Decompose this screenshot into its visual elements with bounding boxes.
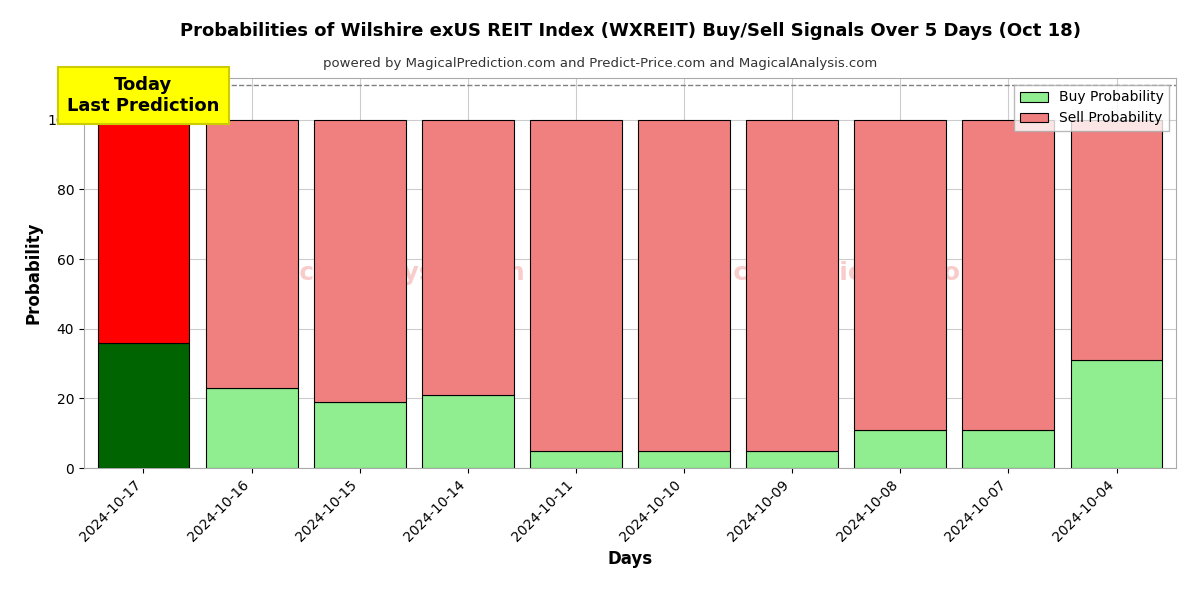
Bar — [97, 120, 190, 343]
Bar — [97, 343, 190, 468]
Bar — [638, 451, 730, 468]
Bar — [638, 120, 730, 451]
Bar — [313, 120, 406, 402]
Text: powered by MagicalPrediction.com and Predict-Price.com and MagicalAnalysis.com: powered by MagicalPrediction.com and Pre… — [323, 56, 877, 70]
Text: MagicalAnalysis.com: MagicalAnalysis.com — [232, 261, 526, 285]
Text: MagicalPrediction.com: MagicalPrediction.com — [666, 261, 988, 285]
Bar — [746, 120, 838, 451]
Legend: Buy Probability, Sell Probability: Buy Probability, Sell Probability — [1014, 85, 1169, 131]
Bar — [1070, 120, 1163, 360]
Bar — [530, 120, 622, 451]
Text: Today
Last Prediction: Today Last Prediction — [67, 76, 220, 115]
Y-axis label: Probability: Probability — [24, 222, 42, 324]
Title: Probabilities of Wilshire exUS REIT Index (WXREIT) Buy/Sell Signals Over 5 Days : Probabilities of Wilshire exUS REIT Inde… — [180, 22, 1080, 40]
Bar — [205, 388, 298, 468]
Bar — [313, 402, 406, 468]
Bar — [530, 451, 622, 468]
Bar — [962, 430, 1055, 468]
Bar — [422, 395, 514, 468]
Bar — [205, 120, 298, 388]
Bar — [854, 120, 947, 430]
Bar — [422, 120, 514, 395]
X-axis label: Days: Days — [607, 550, 653, 568]
Bar — [962, 120, 1055, 430]
Bar — [854, 430, 947, 468]
Bar — [746, 451, 838, 468]
Bar — [1070, 360, 1163, 468]
